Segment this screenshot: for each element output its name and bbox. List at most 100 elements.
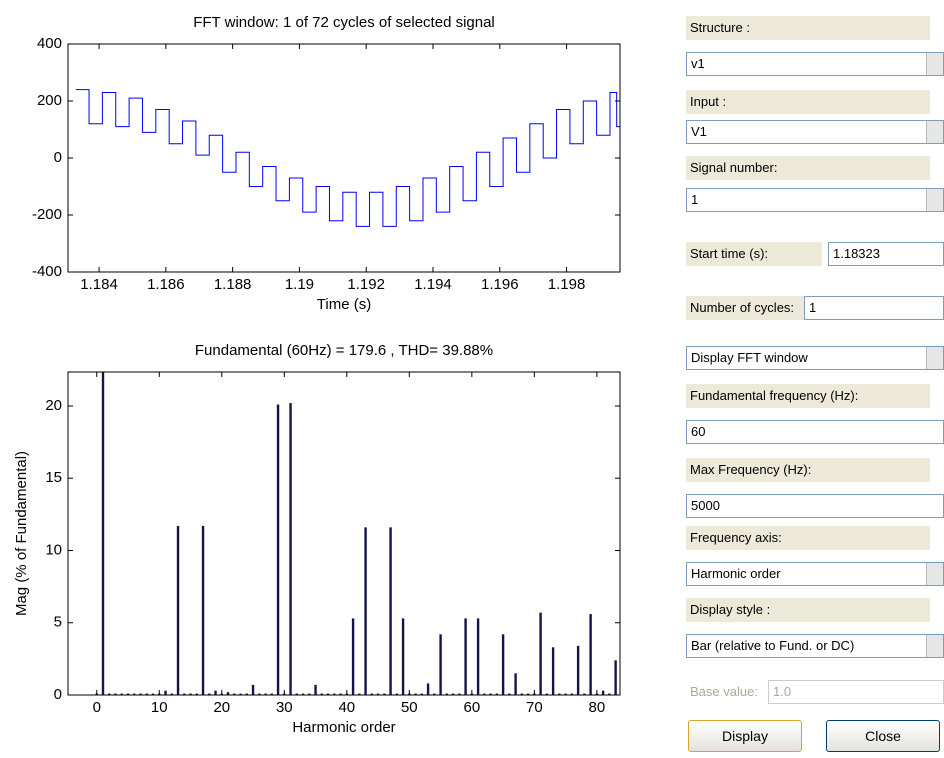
bar bbox=[558, 693, 561, 695]
bar bbox=[395, 693, 399, 695]
bar bbox=[420, 693, 424, 695]
bar bbox=[383, 693, 386, 695]
y-axis-label: Mag (% of Fundamental) bbox=[13, 451, 30, 616]
start-label: Start time (s): bbox=[686, 242, 822, 266]
charts: 1.184 1.186 1.188 1.19 1.192 1.194 1.196 1.198 -… bbox=[13, 14, 621, 736]
bar bbox=[583, 693, 586, 695]
axes-box bbox=[67, 371, 621, 696]
chart-title: FFT window: 1 of 72 cycles of selected s… bbox=[193, 14, 495, 31]
input-select[interactable]: V1 bbox=[686, 120, 944, 144]
bar bbox=[526, 693, 530, 695]
x-tick-label: 80 bbox=[589, 699, 606, 716]
bar bbox=[564, 693, 567, 695]
style-label: Display style : bbox=[686, 598, 930, 622]
x-tick-label: 20 bbox=[213, 699, 230, 716]
bar bbox=[208, 693, 211, 695]
bar bbox=[614, 660, 617, 695]
start-input[interactable]: 1.18323 bbox=[828, 242, 944, 266]
bar bbox=[251, 684, 255, 695]
bar bbox=[108, 693, 111, 695]
y-tick-label: 200 bbox=[37, 92, 62, 109]
maxf-label: Max Frequency (Hz): bbox=[686, 458, 930, 482]
faxis-label: Frequency axis: bbox=[686, 526, 930, 550]
x-tick-label: 1.192 bbox=[347, 276, 385, 293]
bar bbox=[183, 693, 186, 695]
y-tick-label: 10 bbox=[45, 541, 62, 558]
bar bbox=[276, 404, 280, 695]
faxis-select[interactable]: Harmonic order bbox=[686, 562, 944, 586]
bar bbox=[414, 693, 417, 695]
bar bbox=[589, 614, 592, 695]
bar bbox=[576, 645, 580, 695]
cycles-label: Number of cycles: bbox=[686, 296, 804, 320]
bar bbox=[301, 693, 305, 695]
bar bbox=[314, 684, 317, 695]
bar bbox=[601, 690, 605, 695]
plot-area bbox=[68, 372, 620, 695]
bar bbox=[351, 618, 355, 695]
bar bbox=[295, 693, 299, 695]
bar bbox=[333, 693, 336, 695]
base-input: 1.0 bbox=[768, 680, 944, 704]
bar bbox=[358, 693, 361, 695]
bar bbox=[164, 690, 167, 695]
x-tick-label: 1.198 bbox=[548, 276, 586, 293]
x-tick-label: 1.19 bbox=[285, 276, 314, 293]
bar bbox=[483, 693, 486, 695]
bar bbox=[433, 693, 436, 695]
bar bbox=[495, 693, 499, 695]
maxf-input[interactable]: 5000 bbox=[686, 494, 944, 518]
structure-select[interactable]: v1 bbox=[686, 52, 944, 76]
bar bbox=[401, 618, 405, 695]
x-tick-label: 70 bbox=[526, 699, 543, 716]
signal-line bbox=[75, 89, 620, 227]
bar bbox=[139, 693, 142, 695]
signal-select[interactable]: 1 bbox=[686, 188, 944, 212]
bar bbox=[201, 525, 205, 695]
bar bbox=[514, 673, 517, 695]
bar bbox=[339, 693, 342, 695]
y-tick-label: 15 bbox=[45, 469, 62, 486]
close-button[interactable]: Close bbox=[826, 720, 940, 752]
bar bbox=[189, 693, 192, 695]
bar bbox=[489, 693, 492, 695]
bar bbox=[545, 693, 549, 695]
bar bbox=[364, 527, 367, 695]
bar bbox=[214, 690, 217, 695]
bar bbox=[476, 618, 480, 695]
x-tick-label: 0 bbox=[93, 699, 101, 716]
fund-input[interactable]: 60 bbox=[686, 420, 944, 444]
style-select[interactable]: Bar (relative to Fund. or DC) bbox=[686, 634, 944, 658]
display-mode-select[interactable]: Display FFT window bbox=[686, 346, 944, 370]
y-tick-label: 20 bbox=[45, 397, 62, 414]
display-button[interactable]: Display bbox=[688, 720, 802, 752]
bar bbox=[226, 692, 230, 695]
x-tick-label: 60 bbox=[463, 699, 480, 716]
y-tick-label: 5 bbox=[54, 614, 62, 631]
bar bbox=[170, 693, 173, 695]
fund-label: Fundamental frequency (Hz): bbox=[686, 384, 930, 408]
bar bbox=[539, 612, 542, 695]
base-label: Base value: bbox=[686, 680, 766, 704]
bar bbox=[289, 403, 292, 695]
bar bbox=[608, 693, 611, 695]
bar bbox=[114, 693, 117, 695]
y-tick-label: -400 bbox=[32, 263, 62, 280]
x-tick-label: 1.186 bbox=[147, 276, 185, 293]
x-tick-label: 1.184 bbox=[80, 276, 118, 293]
bar bbox=[195, 693, 198, 695]
bar bbox=[426, 683, 430, 695]
bar bbox=[120, 693, 123, 695]
bar bbox=[233, 693, 236, 695]
y-tick-label: 0 bbox=[54, 686, 62, 703]
cycles-input[interactable]: 1 bbox=[804, 296, 944, 320]
signal-label: Signal number: bbox=[686, 156, 930, 180]
bar bbox=[270, 693, 273, 695]
y-tick-label: 0 bbox=[54, 149, 62, 166]
bar bbox=[508, 693, 511, 695]
bar bbox=[464, 618, 467, 695]
x-tick-label: 1.196 bbox=[481, 276, 519, 293]
bar bbox=[101, 372, 105, 695]
y-tick-label: -200 bbox=[32, 206, 62, 223]
x-axis-label: Time (s) bbox=[317, 296, 371, 313]
